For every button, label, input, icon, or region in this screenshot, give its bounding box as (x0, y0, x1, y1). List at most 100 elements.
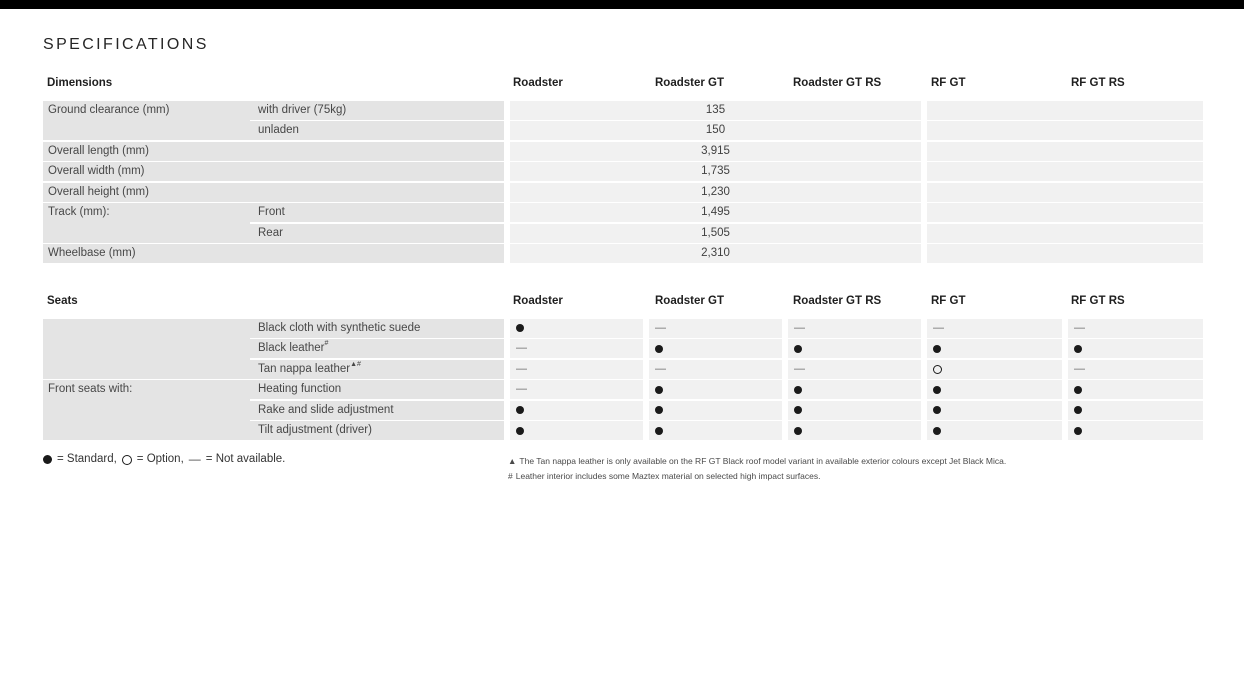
standard-mark-icon (794, 344, 802, 353)
standard-mark-icon (516, 426, 524, 435)
seats-feature-label: Black leather# (250, 339, 504, 358)
standard-mark-icon (933, 406, 941, 414)
not-available-legend-icon: — (188, 452, 201, 466)
feature-text: Rake and slide adjustment (258, 403, 394, 416)
dimensions-sub-label (250, 162, 504, 181)
dimensions-rf-cell (927, 203, 1203, 222)
seats-mark-cell: — (510, 339, 643, 358)
footnote-marker: # (324, 340, 329, 348)
seats-feature-label: Tilt adjustment (driver) (250, 421, 504, 440)
seats-mark-cell (788, 400, 921, 420)
standard-mark-icon (655, 385, 663, 394)
seats-mark-cell: — (1068, 318, 1203, 338)
seats-mark-cell: — (927, 318, 1062, 338)
not-available-mark: — (516, 362, 527, 375)
dimensions-rf-cell (927, 182, 1203, 202)
dimensions-sub-label: Rear (250, 223, 504, 243)
not-available-mark: — (655, 321, 666, 334)
standard-mark-icon (1074, 385, 1082, 394)
standard-mark-icon (933, 344, 941, 353)
standard-mark-icon (516, 406, 524, 414)
not-available-mark: — (516, 342, 527, 354)
page-title: SPECIFICATIONS (43, 36, 209, 53)
not-available-mark: — (516, 383, 527, 395)
seats-mark-cell (788, 380, 921, 399)
dimensions-rf-cell (927, 121, 1203, 140)
dimensions-rf-cell (927, 223, 1203, 243)
seats-mark-cell (1068, 421, 1203, 440)
legend-option-label: = Option, (136, 453, 184, 465)
seats-mark-cell (1068, 339, 1203, 358)
seats-column-header: RF GT RS (1071, 295, 1125, 307)
seats-mark-cell (510, 318, 643, 338)
seats-mark-cell (649, 400, 782, 420)
triangle-footnote-marker: ▲ (508, 456, 517, 466)
footnote-leather: # Leather interior includes some Maztex m… (508, 470, 820, 482)
feature-text: Tan nappa leather (258, 362, 351, 375)
standard-mark-icon (794, 406, 802, 414)
footnote-text: Leather interior includes some Maztex ma… (515, 471, 821, 481)
footnote-text: The Tan nappa leather is only available … (519, 456, 1007, 466)
seats-mark-cell: — (510, 359, 643, 379)
legend-standard-label: = Standard, (57, 453, 117, 465)
seats-section-title: Seats (47, 295, 78, 307)
dimensions-value-cell: 1,230 (510, 182, 921, 202)
dimensions-column-header: RF GT (931, 77, 966, 89)
not-available-mark: — (794, 362, 805, 375)
footnote-marker: ▲# (350, 360, 361, 368)
seats-feature-label: Black cloth with synthetic suede (250, 318, 504, 338)
standard-mark-icon (794, 385, 802, 394)
option-legend-icon (121, 454, 132, 465)
seats-feature-label: Heating function (250, 380, 504, 399)
seats-column-header: Roadster (513, 295, 563, 307)
dimensions-sub-label: unladen (250, 121, 504, 140)
seats-mark-cell (927, 400, 1062, 420)
option-mark-icon (933, 364, 942, 374)
seats-mark-cell (510, 400, 643, 420)
dimensions-row-label: Overall height (mm) (43, 182, 250, 202)
dimensions-row-label: Ground clearance (mm) (43, 100, 250, 140)
dimensions-row-label: Overall length (mm) (43, 141, 250, 161)
seats-feature-label: Rake and slide adjustment (250, 400, 504, 420)
feature-text: Black cloth with synthetic suede (258, 321, 421, 334)
standard-mark-icon (933, 426, 941, 435)
not-available-mark: — (1074, 321, 1085, 334)
dimensions-sub-label: Front (250, 203, 504, 222)
seats-mark-cell (927, 359, 1062, 379)
feature-text: Heating function (258, 383, 342, 395)
dimensions-sub-label: with driver (75kg) (250, 100, 504, 120)
seats-mark-cell: — (788, 318, 921, 338)
dimensions-value-cell: 2,310 (510, 244, 921, 263)
seats-row-label (43, 318, 250, 379)
seats-mark-cell: — (1068, 359, 1203, 379)
seats-mark-cell (788, 421, 921, 440)
standard-mark-icon (1074, 406, 1082, 414)
seats-feature-label: Tan nappa leather▲# (250, 359, 504, 379)
dimensions-value-cell: 150 (510, 121, 921, 140)
seats-mark-cell (649, 339, 782, 358)
standard-mark-icon (655, 406, 663, 414)
seats-row-label: Front seats with: (43, 380, 250, 440)
dimensions-section-title: Dimensions (47, 77, 113, 89)
seats-mark-cell: — (649, 359, 782, 379)
dimensions-column-header: RF GT RS (1071, 77, 1125, 89)
seats-mark-cell: — (510, 380, 643, 399)
footnote-tan-nappa: ▲ The Tan nappa leather is only available… (508, 455, 1006, 467)
dimensions-value-cell: 3,915 (510, 141, 921, 161)
seats-mark-cell (927, 421, 1062, 440)
seats-mark-cell (1068, 380, 1203, 399)
standard-mark-icon (655, 426, 663, 435)
dimensions-value-cell: 1,505 (510, 223, 921, 243)
top-bar (0, 0, 1244, 9)
seats-mark-cell (510, 421, 643, 440)
standard-legend-icon (43, 455, 52, 464)
dimensions-sub-label (250, 244, 504, 263)
not-available-mark: — (655, 362, 666, 375)
dimensions-column-header: Roadster GT (655, 77, 725, 89)
seats-mark-cell: — (788, 359, 921, 379)
dimensions-rf-cell (927, 244, 1203, 263)
seats-mark-cell (788, 339, 921, 358)
seats-mark-cell (927, 380, 1062, 399)
not-available-mark: — (1074, 362, 1085, 375)
